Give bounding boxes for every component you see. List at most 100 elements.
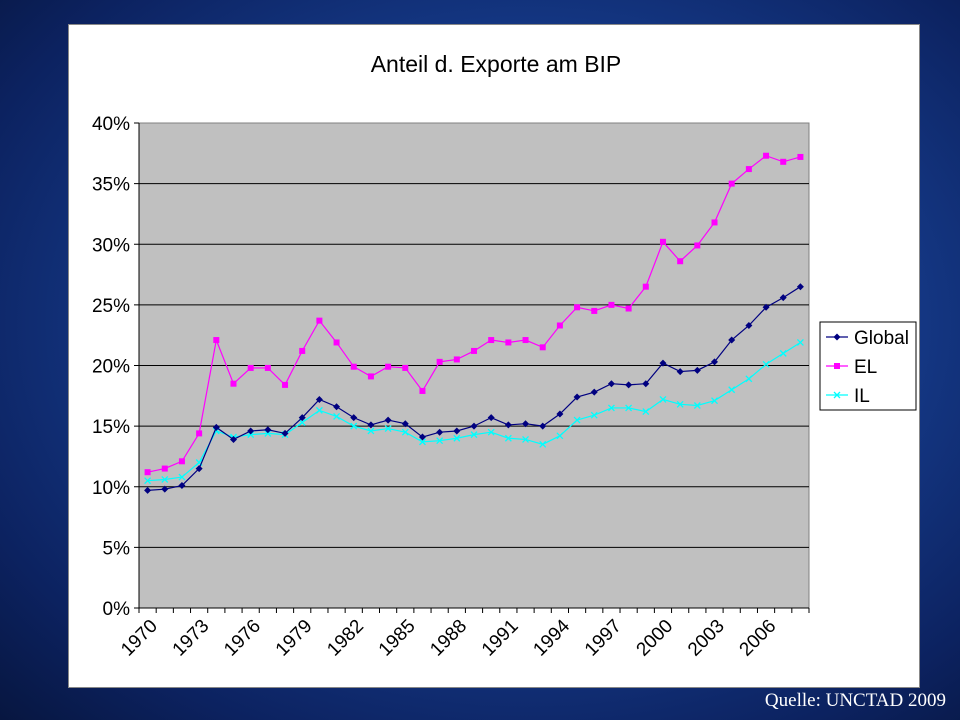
- point-el: [539, 344, 546, 351]
- y-tick-label: 35%: [92, 175, 130, 196]
- point-el: [316, 317, 323, 324]
- y-tick-label: 40%: [92, 114, 130, 135]
- y-tick-label: 25%: [92, 296, 130, 317]
- point-il: [556, 432, 564, 440]
- point-il: [745, 375, 753, 383]
- point-il: [607, 404, 615, 412]
- point-global: [247, 427, 255, 435]
- point-el: [488, 337, 495, 344]
- point-global: [212, 423, 220, 431]
- point-el: [299, 347, 306, 354]
- point-il: [573, 416, 581, 424]
- point-el: [728, 180, 735, 187]
- point-il: [419, 438, 426, 446]
- point-il: [315, 406, 323, 414]
- point-global: [367, 421, 375, 429]
- point-global: [590, 388, 598, 396]
- point-il: [522, 436, 529, 443]
- legend-label-il: IL: [854, 386, 870, 407]
- point-il: [487, 428, 495, 436]
- chart-frame: Anteil d. Exporte am BIP 0% 5% 10% 15% 20% 25…: [68, 24, 920, 688]
- point-il: [144, 477, 152, 485]
- point-el: [505, 339, 512, 346]
- x-tick-label: 1994: [529, 615, 574, 660]
- point-il: [642, 408, 650, 416]
- x-tick-label: 1988: [426, 616, 471, 661]
- x-tick-label: 1982: [323, 616, 368, 661]
- source-note: Quelle: UNCTAD 2009: [764, 690, 946, 711]
- point-global: [298, 414, 306, 422]
- point-el: [780, 158, 787, 165]
- point-il: [504, 434, 512, 442]
- x-tick-label: 1991: [478, 616, 523, 661]
- chart-title: Anteil d. Exporte am BIP: [371, 51, 622, 77]
- point-global: [607, 380, 615, 388]
- point-global: [745, 321, 753, 329]
- legend-label-el: EL: [854, 357, 877, 378]
- legend-marker-el: [834, 363, 840, 369]
- point-el: [625, 305, 632, 312]
- point-il: [590, 411, 598, 419]
- point-global: [281, 429, 289, 437]
- x-tick-label: 1979: [272, 616, 317, 661]
- point-el: [247, 364, 254, 371]
- point-global: [453, 427, 461, 435]
- point-global: [573, 393, 581, 401]
- point-global: [676, 368, 684, 376]
- point-global: [711, 358, 719, 366]
- point-el: [642, 283, 649, 290]
- point-global: [659, 359, 667, 367]
- point-il: [161, 476, 169, 483]
- point-il: [350, 422, 358, 430]
- point-global: [161, 485, 169, 493]
- point-el: [385, 363, 392, 370]
- point-el: [574, 304, 581, 311]
- point-el: [591, 307, 598, 314]
- x-tick-label: 2003: [684, 616, 729, 661]
- point-el: [196, 430, 203, 437]
- point-il: [711, 397, 718, 405]
- point-global: [144, 486, 152, 494]
- point-il: [796, 339, 804, 346]
- point-el: [264, 364, 271, 371]
- point-global: [178, 482, 186, 490]
- point-el: [522, 337, 529, 344]
- y-tick-label: 5%: [103, 538, 131, 559]
- point-el: [711, 219, 718, 226]
- legend-label-global: Global: [854, 328, 909, 349]
- point-global: [229, 435, 237, 443]
- point-el: [763, 152, 770, 159]
- point-global: [470, 422, 478, 430]
- point-global: [487, 414, 495, 422]
- point-el: [144, 469, 151, 476]
- point-il: [298, 419, 306, 426]
- point-il: [470, 431, 478, 439]
- point-il: [659, 395, 667, 403]
- point-el: [436, 358, 443, 365]
- point-il: [728, 386, 736, 394]
- point-global: [195, 465, 203, 473]
- point-el: [745, 166, 752, 173]
- point-il: [779, 349, 787, 357]
- point-il: [333, 412, 341, 420]
- point-el: [471, 347, 477, 354]
- point-global: [384, 416, 392, 424]
- x-tick-label: 2006: [736, 616, 781, 661]
- x-tick-label: 1976: [220, 616, 265, 661]
- point-el: [694, 242, 701, 249]
- point-el: [161, 465, 168, 472]
- legend-marker-il: [833, 391, 841, 399]
- point-global: [418, 433, 426, 441]
- y-tick-label: 20%: [92, 357, 130, 378]
- point-il: [453, 434, 461, 442]
- point-global: [762, 303, 770, 311]
- point-global: [401, 420, 409, 428]
- point-global: [264, 426, 272, 434]
- point-el: [453, 356, 460, 363]
- point-global: [350, 414, 358, 422]
- point-global: [333, 403, 341, 411]
- y-tick-label: 0%: [103, 599, 131, 620]
- point-el: [608, 301, 615, 308]
- legend-marker-global: [833, 333, 841, 341]
- point-el: [659, 238, 666, 245]
